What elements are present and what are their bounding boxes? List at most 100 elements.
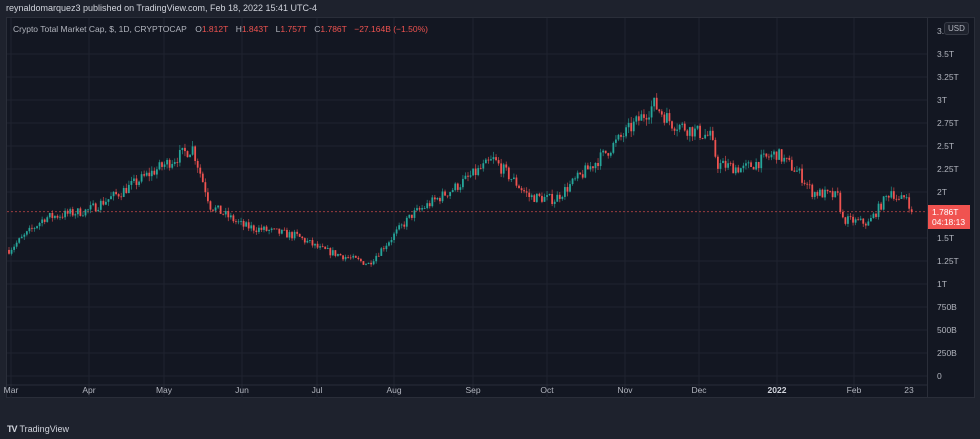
candle-up (436, 198, 439, 200)
candle-down (701, 137, 704, 139)
time-tick: 2022 (767, 385, 787, 395)
candle-up (584, 165, 587, 178)
candle-down (467, 175, 469, 177)
candle-down (500, 163, 503, 174)
candle-down (691, 127, 694, 137)
candle-down (184, 147, 186, 152)
candle-down (663, 114, 666, 123)
candle-up (640, 114, 643, 121)
candle-up (872, 213, 875, 218)
candle-down (757, 161, 760, 169)
candle-up (625, 127, 627, 137)
candle-down (347, 257, 350, 258)
candle-down (321, 246, 324, 248)
candle-down (607, 153, 610, 156)
candle-down (515, 177, 518, 186)
chart-plot-area[interactable]: Crypto Total Market Cap, $, 1D, CRYPTOCA… (7, 18, 927, 398)
candle-up (449, 192, 452, 197)
candle-down (750, 162, 752, 167)
candle-up (553, 201, 556, 204)
candle-up (451, 190, 454, 193)
candle-up (594, 162, 597, 169)
candle-down (153, 170, 156, 175)
candle-down (339, 254, 342, 256)
time-tick: Sep (465, 385, 481, 395)
candle-down (668, 113, 671, 122)
candle-up (280, 229, 283, 234)
candle-up (615, 139, 617, 143)
candle-up (400, 224, 403, 226)
candle-up (76, 208, 79, 215)
candle-up (727, 163, 729, 168)
candle-down (780, 149, 783, 162)
candle-down (232, 215, 235, 222)
current-price: 1.786T (932, 206, 959, 217)
candle-down (788, 157, 791, 160)
candle-up (819, 189, 821, 196)
candle-down (168, 159, 171, 168)
candle-up (569, 184, 571, 192)
candle-down (528, 192, 531, 198)
price-axis[interactable]: 3. USD 1.786T 04:18:13 0 250B 500B 750B 1T 1.… (927, 18, 976, 398)
candle-up (676, 129, 678, 131)
candle-down (209, 201, 212, 210)
candle-up (469, 175, 472, 177)
candle-down (8, 249, 10, 254)
candle-down (61, 216, 64, 218)
candle-down (507, 167, 510, 180)
candle-down (910, 209, 913, 212)
candle-up (214, 207, 217, 211)
current-price-label: 1.786T 04:18:13 (928, 204, 970, 229)
currency-button[interactable]: USD (944, 22, 969, 35)
candle-down (349, 257, 352, 259)
candle-up (482, 163, 485, 169)
candle-down (324, 246, 327, 249)
candle-down (283, 229, 286, 231)
tradingview-logo-icon: TV (7, 424, 17, 434)
candle-up (454, 183, 457, 191)
candle-down (176, 162, 179, 163)
candle-up (513, 177, 515, 180)
candle-down (273, 228, 276, 230)
candle-down (551, 193, 554, 204)
candle-up (745, 163, 747, 166)
candle-down (212, 209, 214, 211)
price-tick: 3.25T (937, 72, 959, 82)
candle-up (589, 166, 592, 170)
candle-down (433, 197, 436, 200)
candle-down (334, 250, 337, 256)
candle-down (655, 97, 658, 110)
candle-down (801, 168, 803, 183)
candle-up (13, 246, 15, 250)
candle-up (18, 238, 21, 243)
candle-up (229, 215, 232, 218)
candle-up (694, 128, 696, 137)
candle-up (344, 257, 347, 260)
candle-down (892, 191, 895, 199)
candle-up (64, 210, 66, 218)
time-tick: May (155, 385, 173, 395)
close-key: C (314, 24, 321, 34)
tradingview-branding[interactable]: TV TradingView (7, 424, 69, 434)
symbol-name[interactable]: Crypto Total Market Cap, $, 1D, CRYPTOCA… (13, 24, 187, 34)
candle-down (115, 191, 117, 195)
candle-up (245, 222, 248, 227)
candle-up (130, 180, 133, 185)
price-tick: 500B (937, 325, 957, 335)
candle-down (538, 193, 541, 196)
candle-up (365, 263, 367, 265)
candle-up (23, 234, 26, 237)
open-value: 1.812T (201, 24, 229, 34)
candle-down (207, 192, 209, 202)
candle-up (268, 230, 270, 231)
candle-up (773, 151, 775, 155)
candle-down (620, 134, 622, 137)
candle-down (768, 156, 770, 158)
candle-down (849, 216, 852, 218)
candle-down (645, 117, 648, 120)
chart-frame: Crypto Total Market Cap, $, 1D, CRYPTOCA… (4, 17, 976, 398)
candle-down (729, 163, 732, 165)
candle-down (382, 248, 385, 250)
candle-down (630, 122, 633, 132)
candle-down (102, 200, 105, 205)
